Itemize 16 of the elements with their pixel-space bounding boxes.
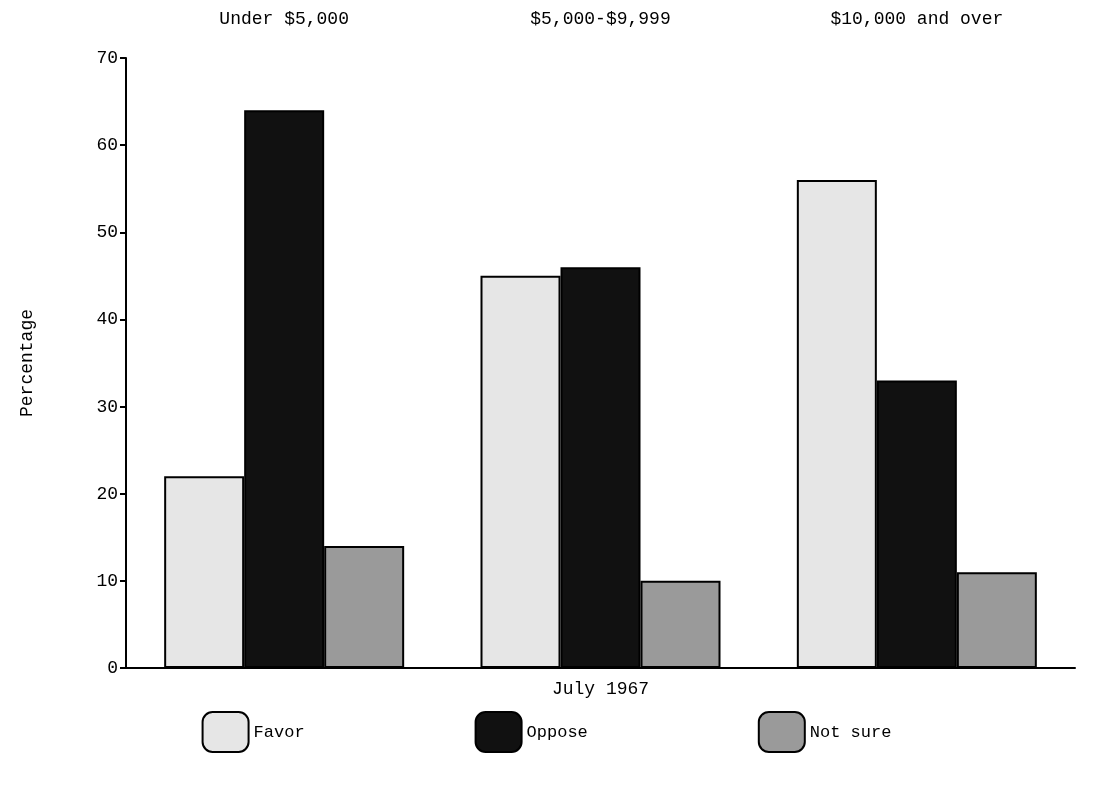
y-tick-label: 0 bbox=[107, 658, 118, 678]
y-tick-label: 20 bbox=[96, 483, 118, 504]
y-tick-label: 40 bbox=[96, 309, 118, 330]
legend-label: Favor bbox=[253, 722, 305, 742]
x-axis-title: July 1967 bbox=[551, 679, 650, 699]
y-axis-title: Percentage bbox=[17, 308, 37, 418]
x-tick-label: Under $5,000 bbox=[219, 9, 349, 29]
x-tick-label: $10,000 and over bbox=[830, 9, 1004, 29]
x-tick-label: $5,000-$9,999 bbox=[530, 9, 671, 29]
y-tick-label: 10 bbox=[96, 570, 118, 591]
y-tick-label: 70 bbox=[96, 48, 118, 68]
y-tick-label: 60 bbox=[96, 135, 118, 156]
legend-label: Not sure bbox=[809, 722, 892, 742]
y-tick-label: 50 bbox=[96, 222, 118, 243]
y-tick-label: 30 bbox=[96, 396, 118, 417]
legend-label: Oppose bbox=[526, 722, 588, 742]
